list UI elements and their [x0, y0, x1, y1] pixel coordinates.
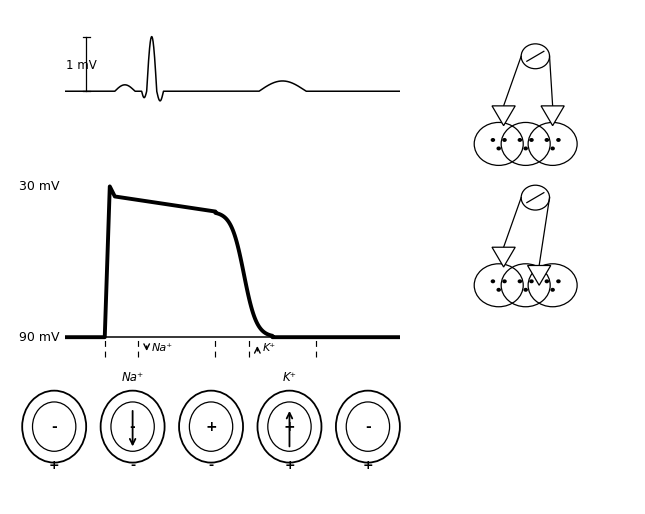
Text: 30 mV: 30 mV: [19, 180, 59, 193]
Text: +: +: [284, 459, 295, 472]
Circle shape: [517, 138, 522, 142]
Polygon shape: [492, 106, 515, 125]
Circle shape: [497, 146, 501, 151]
Circle shape: [502, 138, 507, 142]
Circle shape: [544, 279, 549, 283]
Text: -: -: [130, 459, 135, 472]
Circle shape: [556, 138, 561, 142]
Text: -: -: [130, 419, 135, 434]
Circle shape: [502, 279, 507, 283]
Text: Na⁺: Na⁺: [121, 371, 144, 384]
Polygon shape: [492, 247, 515, 267]
Text: 90 mV: 90 mV: [19, 331, 59, 344]
Text: -: -: [365, 419, 371, 434]
Text: -: -: [208, 459, 213, 472]
Text: +: +: [205, 419, 217, 434]
Text: +: +: [49, 459, 59, 472]
Circle shape: [529, 138, 534, 142]
Circle shape: [556, 279, 561, 283]
Text: +: +: [362, 459, 373, 472]
Circle shape: [529, 279, 534, 283]
Text: Na⁺: Na⁺: [152, 343, 173, 354]
Circle shape: [550, 288, 555, 292]
Circle shape: [550, 146, 555, 151]
Circle shape: [523, 288, 528, 292]
Polygon shape: [541, 106, 564, 125]
Text: -: -: [52, 419, 57, 434]
Circle shape: [544, 138, 549, 142]
Text: K⁺: K⁺: [283, 371, 297, 384]
Circle shape: [517, 279, 522, 283]
Circle shape: [491, 279, 495, 283]
Circle shape: [523, 146, 528, 151]
Text: K⁺: K⁺: [263, 343, 275, 354]
Polygon shape: [528, 265, 551, 285]
Circle shape: [491, 138, 495, 142]
Circle shape: [497, 288, 501, 292]
Text: 1 mV: 1 mV: [66, 59, 97, 72]
Text: +: +: [284, 419, 295, 434]
